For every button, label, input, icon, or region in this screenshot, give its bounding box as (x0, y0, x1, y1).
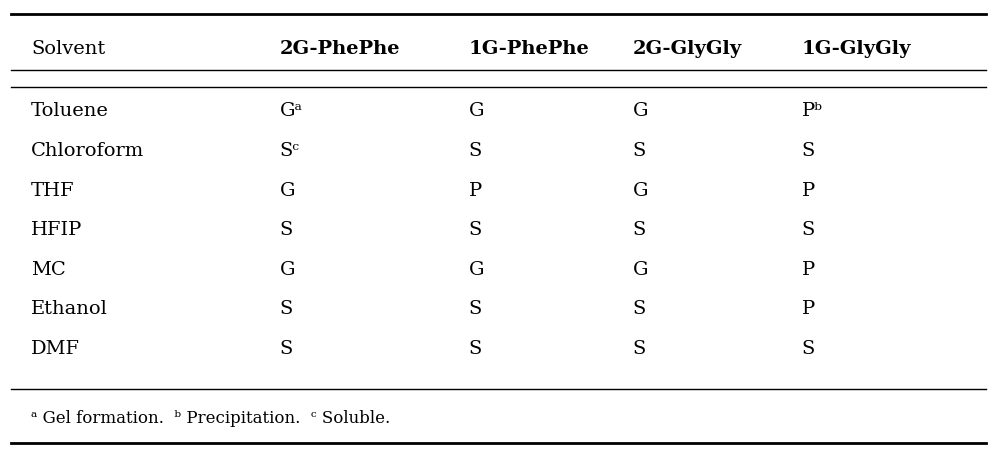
Text: S: S (633, 221, 646, 239)
Text: Chloroform: Chloroform (31, 142, 145, 160)
Text: 1G-GlyGly: 1G-GlyGly (802, 40, 911, 57)
Text: ᵃ Gel formation.  ᵇ Precipitation.  ᶜ Soluble.: ᵃ Gel formation. ᵇ Precipitation. ᶜ Solu… (31, 409, 391, 426)
Text: S: S (280, 221, 293, 239)
Text: G: G (469, 102, 485, 120)
Text: Gᵃ: Gᵃ (280, 102, 303, 120)
Text: THF: THF (31, 181, 75, 199)
Text: P: P (802, 260, 815, 278)
Text: Solvent: Solvent (31, 40, 106, 57)
Text: MC: MC (31, 260, 66, 278)
Text: Sᶜ: Sᶜ (280, 142, 300, 160)
Text: S: S (802, 142, 815, 160)
Text: S: S (633, 142, 646, 160)
Text: P: P (802, 299, 815, 318)
Text: Toluene: Toluene (31, 102, 109, 120)
Text: 1G-PhePhe: 1G-PhePhe (469, 40, 589, 57)
Text: G: G (633, 102, 648, 120)
Text: S: S (280, 299, 293, 318)
Text: G: G (469, 260, 485, 278)
Text: P: P (802, 181, 815, 199)
Text: Pᵇ: Pᵇ (802, 102, 823, 120)
Text: Ethanol: Ethanol (31, 299, 108, 318)
Text: 2G-PhePhe: 2G-PhePhe (280, 40, 400, 57)
Text: S: S (633, 339, 646, 357)
Text: G: G (280, 181, 295, 199)
Text: P: P (469, 181, 482, 199)
Text: S: S (280, 339, 293, 357)
Text: S: S (469, 339, 482, 357)
Text: G: G (280, 260, 295, 278)
Text: S: S (469, 221, 482, 239)
Text: G: G (633, 260, 648, 278)
Text: G: G (633, 181, 648, 199)
Text: S: S (469, 142, 482, 160)
Text: S: S (802, 339, 815, 357)
Text: S: S (469, 299, 482, 318)
Text: 2G-GlyGly: 2G-GlyGly (633, 40, 742, 57)
Text: DMF: DMF (31, 339, 80, 357)
Text: S: S (633, 299, 646, 318)
Text: S: S (802, 221, 815, 239)
Text: HFIP: HFIP (31, 221, 83, 239)
